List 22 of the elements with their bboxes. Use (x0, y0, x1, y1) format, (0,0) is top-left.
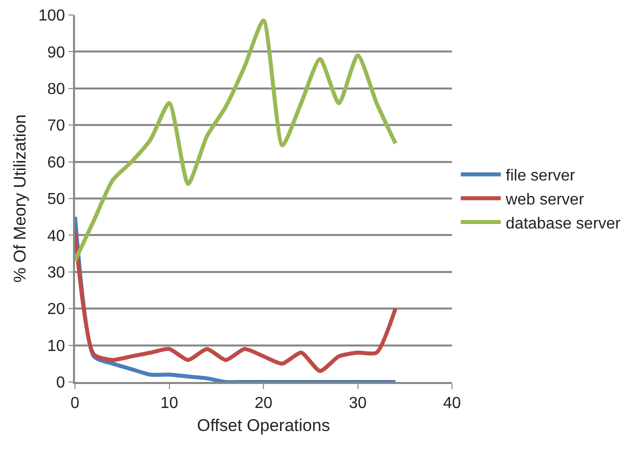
y-tick-label: 40 (47, 228, 66, 245)
y-tick-label: 10 (47, 338, 66, 355)
x-tick-label: 30 (348, 394, 367, 412)
y-tick-label: 0 (56, 374, 66, 392)
line-series (75, 18, 398, 263)
x-tick-label: 40 (443, 394, 461, 412)
y-tick-label: 50 (47, 191, 66, 208)
legend-label: database server (506, 215, 622, 232)
y-tick-label: 100 (38, 8, 66, 25)
y-tick-label: 20 (47, 301, 66, 318)
x-axis-title: Offset Operations (197, 416, 330, 435)
y-tick-label: 90 (47, 44, 66, 62)
x-tick-label: 20 (254, 394, 272, 412)
legend-label: web server (504, 191, 585, 208)
y-tick-label: 30 (47, 264, 66, 282)
y-axis-title: % Of Meory Utilization (10, 114, 30, 283)
y-tick-label: 70 (47, 118, 66, 135)
y-tick-label: 60 (47, 154, 66, 172)
legend-label: file server (506, 168, 576, 185)
x-tick-label: 0 (70, 394, 80, 412)
y-tick-label: 80 (47, 81, 66, 98)
x-tick-label: 10 (160, 394, 178, 412)
